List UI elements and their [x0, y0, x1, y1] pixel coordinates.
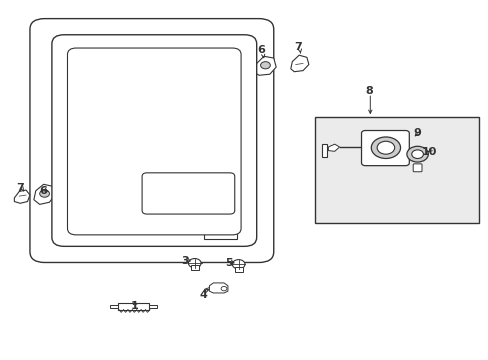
Circle shape	[232, 260, 244, 269]
Polygon shape	[254, 56, 276, 75]
Bar	[203, 233, 236, 239]
Text: 8: 8	[364, 86, 372, 96]
FancyBboxPatch shape	[30, 19, 273, 262]
Text: 10: 10	[421, 147, 437, 157]
Polygon shape	[14, 190, 30, 203]
Text: 2: 2	[199, 213, 206, 222]
Text: 6: 6	[257, 45, 265, 55]
Circle shape	[406, 146, 427, 162]
FancyBboxPatch shape	[142, 173, 234, 214]
FancyBboxPatch shape	[361, 131, 408, 166]
FancyBboxPatch shape	[412, 164, 421, 172]
Circle shape	[411, 150, 423, 158]
FancyBboxPatch shape	[67, 48, 241, 235]
Text: 5: 5	[224, 258, 232, 268]
Text: 7: 7	[16, 183, 24, 193]
Polygon shape	[328, 144, 339, 151]
Text: 1: 1	[131, 301, 139, 311]
Bar	[315, 117, 478, 223]
Circle shape	[260, 62, 270, 69]
Text: 4: 4	[199, 291, 206, 301]
Circle shape	[376, 141, 394, 154]
Bar	[149, 305, 157, 309]
Bar	[321, 144, 327, 157]
Circle shape	[370, 137, 400, 158]
Bar	[205, 212, 233, 219]
Bar	[110, 305, 118, 309]
Text: 7: 7	[294, 42, 302, 51]
Bar	[212, 222, 225, 230]
Polygon shape	[290, 55, 308, 72]
Text: 6: 6	[40, 186, 47, 197]
Circle shape	[221, 287, 226, 291]
FancyBboxPatch shape	[52, 35, 256, 246]
Bar	[209, 214, 229, 234]
Polygon shape	[34, 184, 55, 204]
Circle shape	[40, 190, 49, 197]
Circle shape	[188, 258, 201, 268]
Polygon shape	[209, 283, 227, 293]
Bar	[190, 265, 198, 270]
Bar	[234, 267, 242, 272]
Text: 3: 3	[181, 256, 188, 266]
Text: 9: 9	[413, 129, 421, 138]
Bar	[118, 303, 149, 310]
